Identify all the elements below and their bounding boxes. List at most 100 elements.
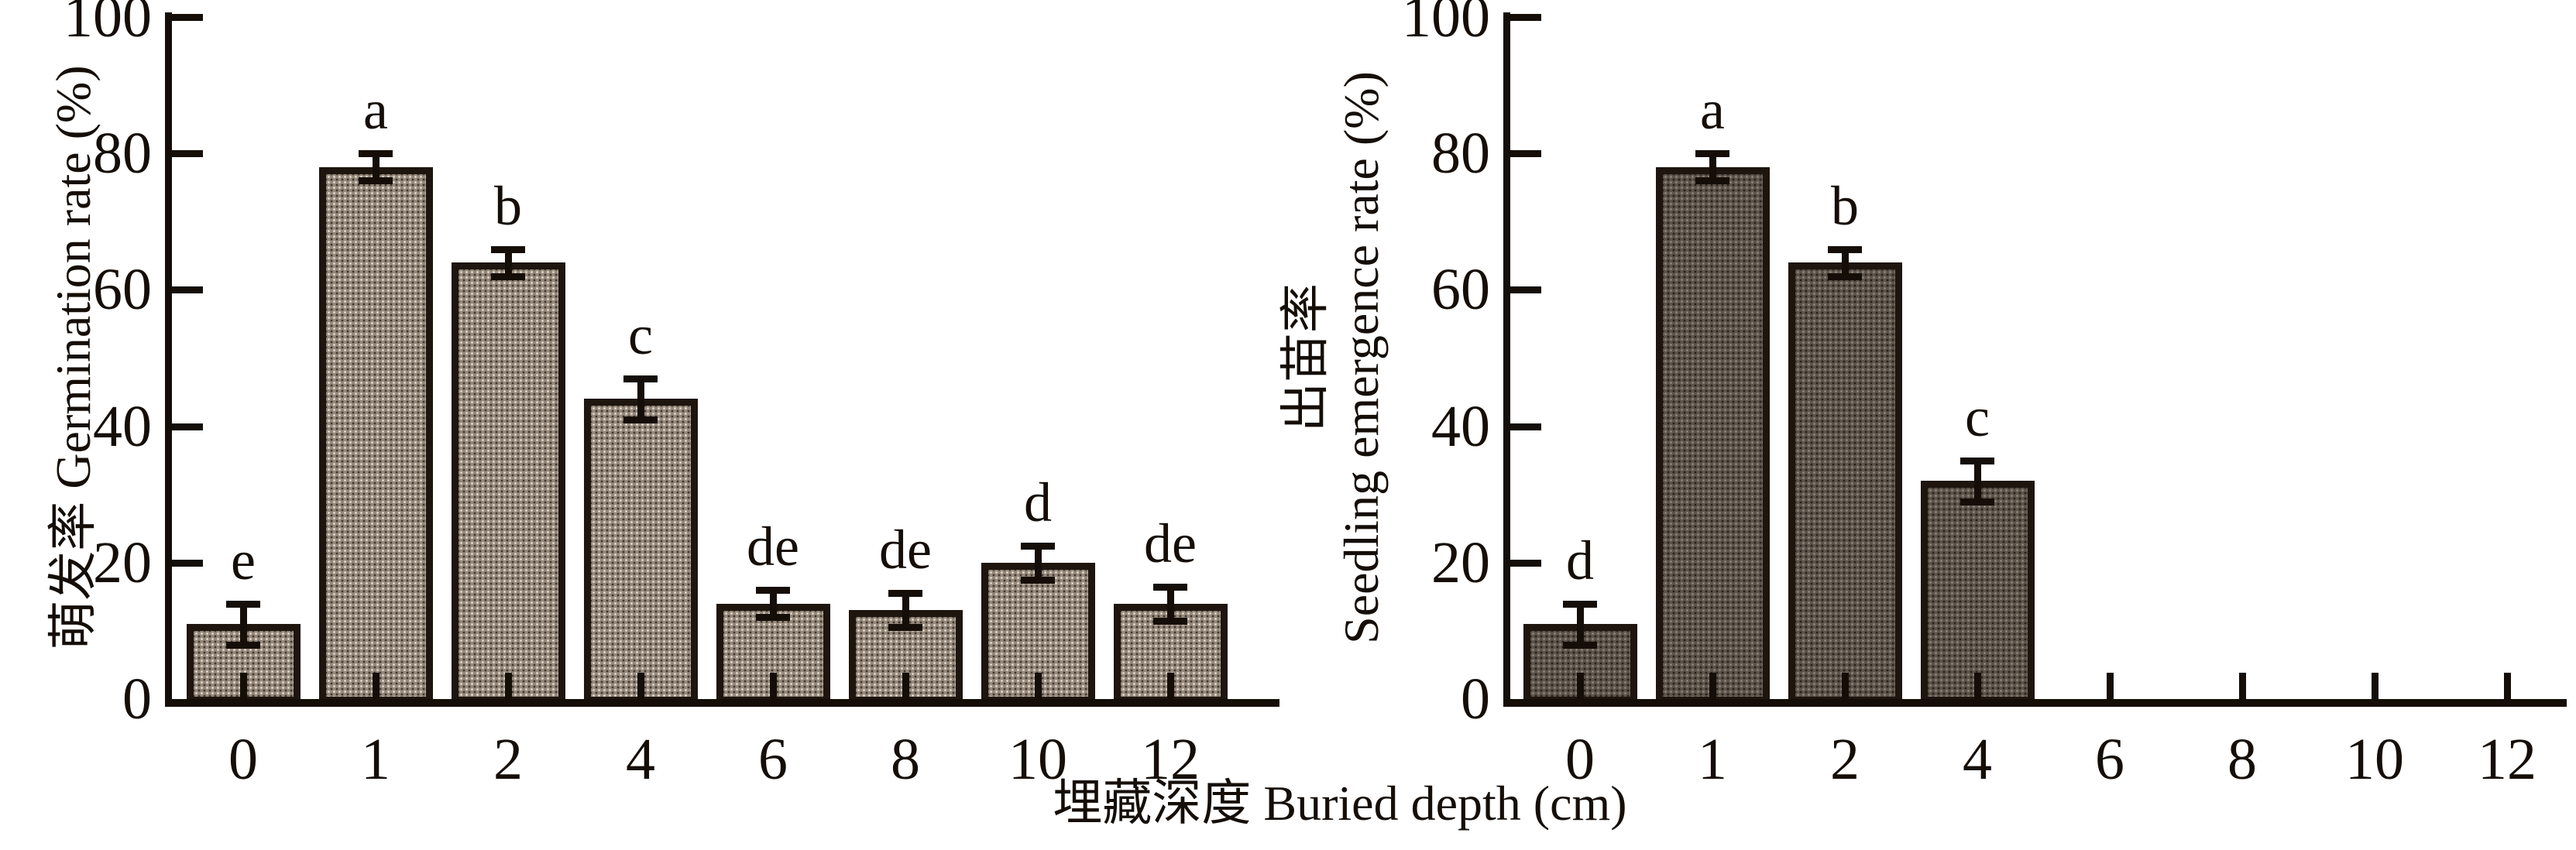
error-bar [1973,460,1981,502]
y-axis-title-line: Seedling emergence rate (%) [1334,71,1389,644]
y-tick-label: 100 [1402,0,1490,50]
error-bar [504,248,512,276]
y-tick-label: 20 [93,530,152,595]
error-bar-cap [888,624,922,632]
error-bar [239,603,247,645]
y-tick-label: 40 [1431,393,1490,459]
x-tick-label: 8 [2227,727,2257,792]
x-tick-label: 0 [1565,727,1595,792]
x-tick-label: 8 [891,727,920,792]
significance-letter: a [1700,79,1725,142]
x-tick [239,673,247,699]
error-bar [1034,545,1042,580]
x-tick-label: 1 [361,727,390,792]
x-tick-label: 2 [493,727,523,792]
bar [1788,262,1902,704]
bar [1655,166,1770,704]
error-bar-cap [1695,150,1729,158]
significance-letter: d [1566,529,1594,591]
error-bar-cap [491,245,525,253]
significance-letter: c [1965,386,1990,448]
y-tick-label: 0 [122,667,152,732]
error-bar-cap [359,177,393,185]
y-tick [1510,423,1541,430]
y-axis-title-line: 萌发率 Germination rate (%) [46,65,101,650]
x-tick-label: 4 [626,727,655,792]
x-tick [1034,673,1042,699]
bar [318,166,433,704]
error-bar-cap [756,587,790,595]
x-tick [1166,673,1174,699]
y-axis-line [1503,12,1510,707]
significance-letter: c [628,303,653,366]
bar [1113,603,1228,704]
x-tick-label: 6 [758,727,788,792]
y-tick [1510,150,1541,158]
x-tick-label: 10 [2345,727,2404,792]
y-tick [172,423,203,430]
y-tick-label: 100 [64,0,152,50]
y-tick [172,286,203,294]
x-tick-label: 10 [1008,727,1067,792]
error-bar-cap [1021,542,1055,550]
bar [583,399,698,704]
error-bar-cap [226,641,260,649]
bar [1920,481,2035,704]
x-tick [1973,673,1981,699]
error-bar-cap [1960,498,1994,506]
x-axis-line [1503,699,2567,707]
error-bar-cap [226,600,260,608]
x-tick-label: 6 [2095,727,2124,792]
error-bar-cap [359,150,393,158]
y-tick-label: 80 [93,121,152,187]
error-bar [769,590,777,618]
y-tick [1510,286,1541,294]
significance-letter: a [363,79,388,142]
x-tick [637,673,644,699]
significance-letter: de [879,519,932,581]
error-bar [1166,586,1174,621]
y-tick-label: 80 [1431,121,1490,187]
error-bar-cap [623,375,658,382]
x-tick [504,673,512,699]
significance-letter: e [231,529,256,591]
bar [451,262,565,704]
y-tick-label: 60 [1431,257,1490,323]
error-bar-cap [1563,641,1597,649]
error-bar-cap [756,614,790,622]
error-bar-cap [1563,600,1597,608]
x-tick [1576,673,1584,699]
x-tick [902,673,909,699]
significance-letter: b [1831,174,1859,237]
error-bar-cap [623,416,658,423]
y-tick [1510,559,1541,567]
x-tick [2371,673,2379,699]
error-bar-cap [1153,583,1187,591]
y-tick-label: 20 [1431,530,1490,595]
error-bar-cap [1828,245,1862,253]
error-bar-cap [1695,177,1729,185]
x-axis-title: 埋藏深度 Buried depth (cm) [1053,776,1626,831]
x-tick [2503,673,2511,699]
error-bar-cap [491,272,525,280]
x-tick-label: 2 [1830,727,1860,792]
y-tick-label: 60 [93,257,152,323]
x-tick [769,673,777,699]
significance-letter: de [747,516,799,578]
error-bar-cap [888,590,922,598]
significance-letter: d [1024,471,1052,533]
error-bar [902,593,909,628]
x-tick-label: 12 [2478,727,2537,792]
y-tick [172,14,203,21]
y-axis-line [165,12,172,707]
x-tick-label: 1 [1698,727,1727,792]
y-tick [1510,14,1541,21]
y-axis-title: 萌发率 Germination rate (%) [46,65,101,649]
error-bar [372,153,380,181]
error-bar-cap [1960,457,1994,464]
y-tick [172,559,203,567]
x-tick-label: 4 [1963,727,1992,792]
error-bar [1709,153,1716,181]
error-bar [637,378,644,420]
